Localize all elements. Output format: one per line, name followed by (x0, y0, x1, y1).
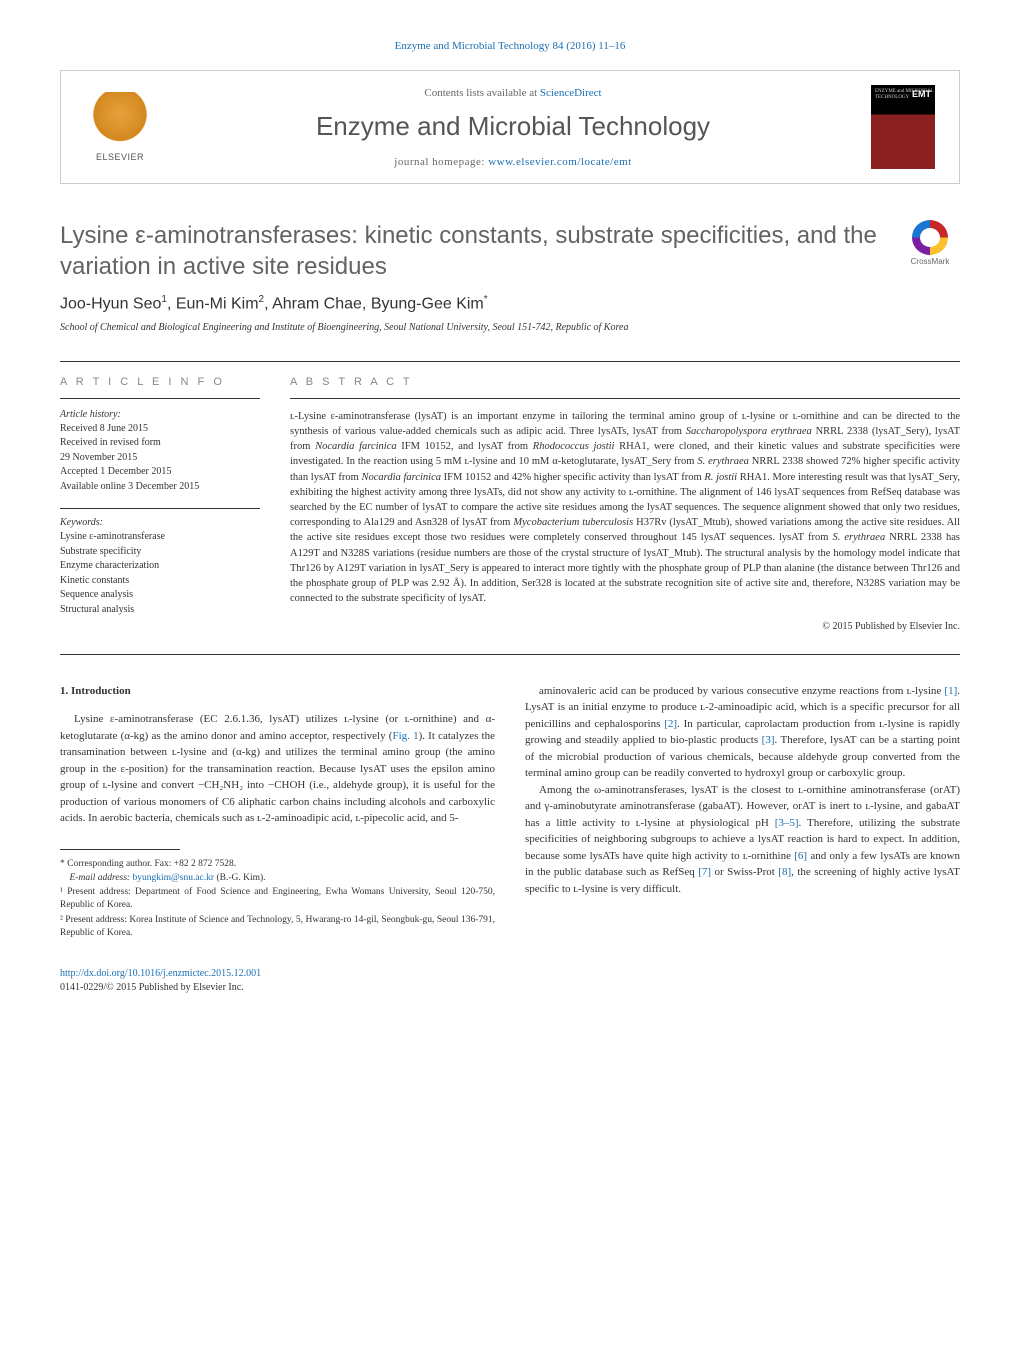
history-line: Accepted 1 December 2015 (60, 465, 260, 479)
contents-prefix: Contents lists available at (424, 87, 539, 99)
elsevier-tree-icon (92, 92, 148, 148)
history-line: 29 November 2015 (60, 451, 260, 465)
body-paragraph: aminovaleric acid can be produced by var… (525, 683, 960, 782)
journal-name: Enzyme and Microbial Technology (155, 111, 871, 142)
keyword: Lysine ε-aminotransferase (60, 530, 260, 544)
abstract-copyright: © 2015 Published by Elsevier Inc. (290, 621, 960, 632)
email-link[interactable]: byungkim@snu.ac.kr (132, 873, 214, 883)
keyword: Structural analysis (60, 603, 260, 617)
doi-footer: http://dx.doi.org/10.1016/j.enzmictec.20… (60, 967, 960, 995)
abstract-block: A B S T R A C T ʟ-Lysine ε-aminotransfer… (290, 376, 960, 632)
crossmark-icon (912, 220, 948, 255)
elsevier-logo: ELSEVIER (85, 87, 155, 167)
footnote-rule (60, 849, 180, 850)
journal-homepage: journal homepage: www.elsevier.com/locat… (155, 156, 871, 168)
header-center: Contents lists available at ScienceDirec… (155, 87, 871, 168)
crossmark-label: CrossMark (911, 257, 950, 266)
homepage-link[interactable]: www.elsevier.com/locate/emt (488, 156, 632, 168)
email-label: E-mail address: (70, 873, 131, 883)
journal-citation: Enzyme and Microbial Technology 84 (2016… (60, 40, 960, 52)
footnotes: * Corresponding author. Fax: +82 2 872 7… (60, 858, 495, 941)
crossmark-badge[interactable]: CrossMark (900, 220, 960, 266)
contents-available: Contents lists available at ScienceDirec… (155, 87, 871, 99)
journal-cover-thumbnail: ENZYME and MICROBIAL TECHNOLOGY EMT (871, 85, 935, 169)
abstract-body: ʟ-Lysine ε-aminotransferase (lysAT) is a… (290, 409, 960, 607)
keyword: Substrate specificity (60, 545, 260, 559)
email-line: E-mail address: byungkim@snu.ac.kr (B.-G… (60, 872, 495, 885)
history-line: Available online 3 December 2015 (60, 480, 260, 494)
journal-header: ELSEVIER Contents lists available at Sci… (60, 70, 960, 184)
article-title: Lysine ε-aminotransferases: kinetic cons… (60, 220, 900, 282)
issn-line: 0141-0229/© 2015 Published by Elsevier I… (60, 982, 244, 993)
email-who: (B.-G. Kim). (216, 873, 265, 883)
intro-heading: 1. Introduction (60, 683, 495, 700)
cover-brand: EMT (912, 89, 931, 99)
sciencedirect-link[interactable]: ScienceDirect (540, 87, 602, 99)
body-paragraph: Among the ω-aminotransferases, lysAT is … (525, 782, 960, 898)
body-col-left: 1. Introduction Lysine ε-aminotransferas… (60, 683, 495, 942)
keyword: Enzyme characterization (60, 559, 260, 573)
article-info-label: A R T I C L E I N F O (60, 376, 260, 388)
present-address-2: ² Present address: Korea Institute of Sc… (60, 914, 495, 941)
abstract-label: A B S T R A C T (290, 376, 960, 388)
rule-bottom (60, 654, 960, 655)
history-line: Received in revised form (60, 436, 260, 450)
doi-link[interactable]: http://dx.doi.org/10.1016/j.enzmictec.20… (60, 968, 261, 979)
rule-top (60, 361, 960, 362)
elsevier-text: ELSEVIER (96, 152, 144, 162)
history-heading: Article history: (60, 409, 260, 420)
body-col-right: aminovaleric acid can be produced by var… (525, 683, 960, 942)
keyword: Kinetic constants (60, 574, 260, 588)
affiliation: School of Chemical and Biological Engine… (60, 322, 960, 333)
keywords-heading: Keywords: (60, 517, 260, 528)
present-address-1: ¹ Present address: Department of Food Sc… (60, 886, 495, 913)
history-line: Received 8 June 2015 (60, 422, 260, 436)
corresponding-author: * Corresponding author. Fax: +82 2 872 7… (60, 858, 495, 871)
authors: Joo-Hyun Seo1, Eun-Mi Kim2, Ahram Chae, … (60, 294, 960, 313)
homepage-prefix: journal homepage: (394, 156, 488, 168)
article-info-block: A R T I C L E I N F O Article history: R… (60, 376, 260, 632)
keyword: Sequence analysis (60, 588, 260, 602)
body-paragraph: Lysine ε-aminotransferase (EC 2.6.1.36, … (60, 711, 495, 827)
